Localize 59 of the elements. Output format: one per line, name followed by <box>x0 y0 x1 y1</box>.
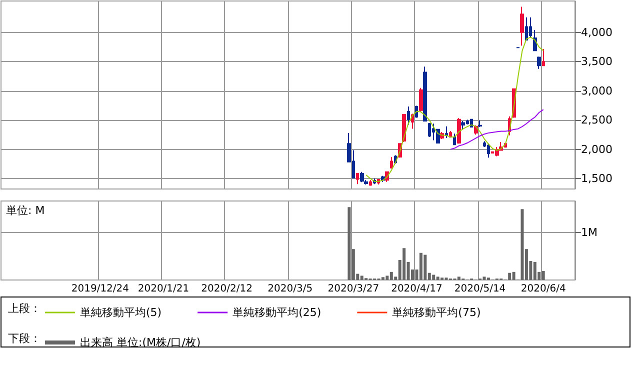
bar <box>512 272 516 280</box>
y-tick-label: 2,000 <box>581 142 612 156</box>
bar <box>390 272 393 280</box>
legend-label: 単純移動平均(5) <box>80 306 162 319</box>
legend-title: 上段： <box>8 302 41 315</box>
candlestick <box>356 173 359 185</box>
candlestick <box>369 180 372 186</box>
candlestick <box>423 66 427 122</box>
bar <box>533 262 536 280</box>
bar <box>381 277 384 280</box>
candlestick <box>419 87 423 112</box>
candlestick <box>360 171 364 183</box>
bar <box>520 209 524 280</box>
line-series <box>450 109 544 150</box>
bar <box>386 276 389 280</box>
y-tick-label: 3,000 <box>581 84 612 98</box>
x-tick-label: 2020/4/17 <box>391 284 442 294</box>
candlestick <box>445 126 448 138</box>
candlestick <box>390 156 393 170</box>
y-axis-title: 単位: M <box>6 204 45 217</box>
y-tick-label: 4,000 <box>581 26 612 40</box>
bar <box>542 270 545 280</box>
y-tick-label: 2,500 <box>581 114 612 127</box>
bar <box>508 272 512 280</box>
legend-label: 単純移動平均(75) <box>392 306 481 319</box>
candlestick <box>537 56 541 70</box>
y-tick-label: 3,500 <box>581 55 612 68</box>
x-tick-label: 2020/1/21 <box>138 284 190 294</box>
candlestick <box>428 122 431 138</box>
legend-label: 単純移動平均(25) <box>232 306 322 319</box>
bar <box>482 276 486 280</box>
candlestick <box>520 6 524 46</box>
x-tick-label: 2020/2/12 <box>201 284 252 294</box>
x-tick-label: 2020/5/14 <box>454 284 506 294</box>
bar <box>360 276 364 280</box>
candlestick <box>487 143 490 158</box>
candlestick <box>407 106 410 126</box>
bar <box>432 274 436 280</box>
candlestick <box>453 133 456 146</box>
bar <box>402 248 406 280</box>
candlestick <box>525 16 528 40</box>
bar <box>457 276 460 280</box>
x-tick-label: 2020/3/27 <box>328 284 380 294</box>
bar <box>436 276 440 280</box>
candlestick <box>529 16 532 39</box>
x-tick-label: 2020/3/5 <box>268 284 313 294</box>
y-tick-label: 1M <box>581 226 598 239</box>
x-tick-label: 2020/6/4 <box>520 284 566 294</box>
candlestick <box>478 120 482 128</box>
legend-title: 下段： <box>8 332 41 345</box>
bar <box>348 207 351 280</box>
bar <box>419 252 422 280</box>
candlestick <box>457 118 461 144</box>
candlestick <box>542 48 545 66</box>
bar <box>424 254 427 280</box>
y-tick-label: 1,500 <box>581 172 612 185</box>
x-tick-label: 2019/12/24 <box>71 284 130 294</box>
line-series <box>366 36 544 182</box>
candlestick <box>461 120 465 130</box>
